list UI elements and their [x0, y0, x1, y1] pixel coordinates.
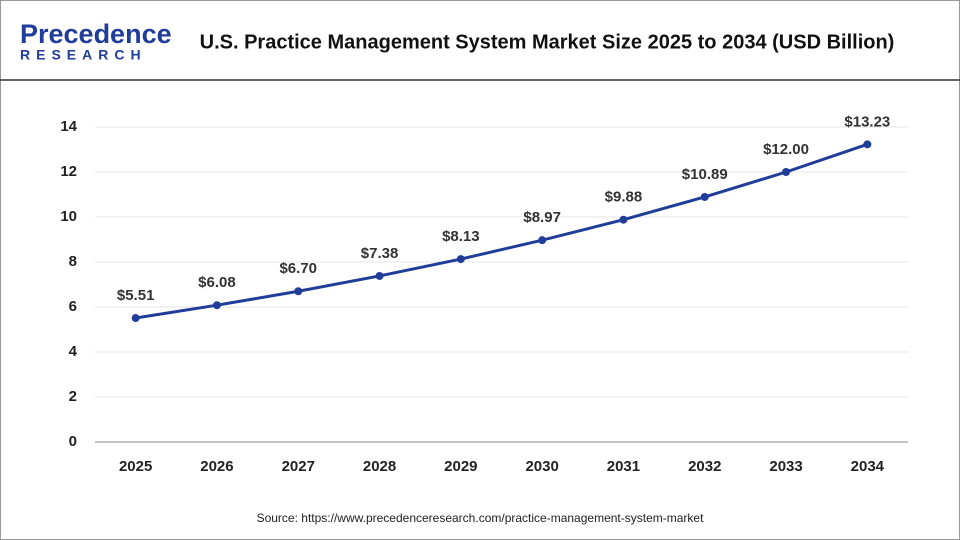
value-label: $6.70 [279, 260, 317, 277]
value-label: $7.38 [361, 245, 399, 262]
x-tick-label: 2032 [688, 458, 721, 475]
value-label: $5.51 [117, 287, 155, 304]
x-tick-label: 2029 [444, 458, 477, 475]
logo-name: Precedence [20, 19, 172, 49]
x-tick-label: 2030 [525, 458, 558, 475]
x-tick-label: 2033 [769, 458, 802, 475]
x-tick-label: 2028 [363, 458, 396, 475]
y-tick-label: 0 [69, 433, 77, 450]
x-tick-label: 2034 [851, 458, 885, 475]
y-tick-label: 10 [60, 208, 77, 225]
point [782, 168, 791, 176]
value-label: $9.88 [605, 189, 643, 206]
line [135, 142, 868, 320]
point [212, 301, 221, 310]
y-tick-label: 12 [60, 163, 77, 180]
y-tick-label: 4 [69, 343, 78, 360]
source: Source: https://www.precedenceresearch.c… [257, 511, 705, 525]
value-label: $8.13 [442, 228, 480, 245]
point [538, 236, 547, 245]
y-tick-label: 2 [69, 388, 77, 405]
point [619, 215, 628, 224]
value-label: $10.89 [682, 166, 728, 183]
logo-sub: RESEARCH [20, 47, 147, 63]
point [375, 271, 384, 280]
value-label: $8.97 [523, 209, 561, 226]
x-tick-label: 2031 [607, 458, 640, 475]
chart-title: U.S. Practice Management System Market S… [200, 31, 895, 53]
point [294, 287, 303, 296]
point [456, 255, 465, 264]
y-tick-label: 14 [60, 118, 77, 135]
value-label: $12.00 [763, 141, 809, 158]
y-tick-label: 8 [69, 253, 77, 270]
value-label: $13.23 [844, 113, 890, 130]
y-tick-label: 6 [69, 298, 77, 315]
point [863, 140, 872, 149]
value-label: $6.08 [198, 274, 236, 291]
x-tick-label: 2025 [119, 458, 152, 475]
x-tick-label: 2026 [200, 458, 233, 475]
x-tick-label: 2027 [282, 458, 315, 475]
point [700, 192, 709, 201]
point [131, 314, 140, 323]
